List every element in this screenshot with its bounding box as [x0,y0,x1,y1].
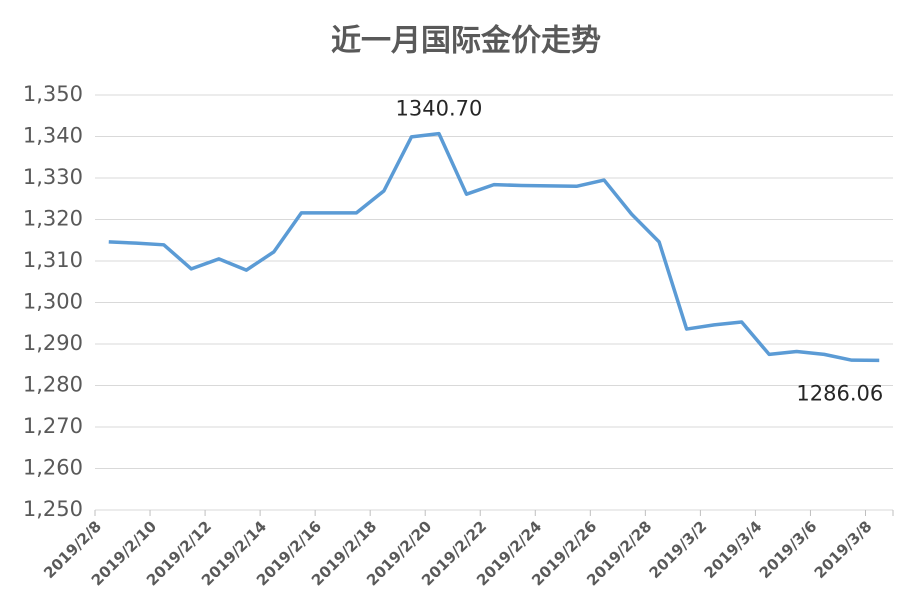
y-tick-label: 1,350 [23,82,83,106]
y-tick-label: 1,280 [23,373,83,397]
y-tick-label: 1,290 [23,331,83,355]
y-tick-label: 1,330 [23,165,83,189]
y-tick-label: 1,310 [23,248,83,272]
chart-title: 近一月国际金价走势 [331,24,601,59]
y-tick-label: 1,340 [23,124,83,148]
y-tick-label: 1,270 [23,414,83,438]
y-tick-label: 1,320 [23,207,83,231]
line [108,131,880,363]
x-tick-label: 2019/3/2 [646,517,711,582]
y-tick-label: 1,260 [23,456,83,480]
y-tick-label: 1,300 [23,290,83,314]
value-label: 1340.70 [396,97,483,121]
x-tick-label: 2019/3/8 [811,517,876,582]
x-tick-label: 2019/3/6 [756,517,821,582]
x-tick-label: 2019/3/4 [701,517,766,582]
y-tick-label: 1,250 [23,497,83,521]
value-label: 1286.06 [796,381,883,405]
